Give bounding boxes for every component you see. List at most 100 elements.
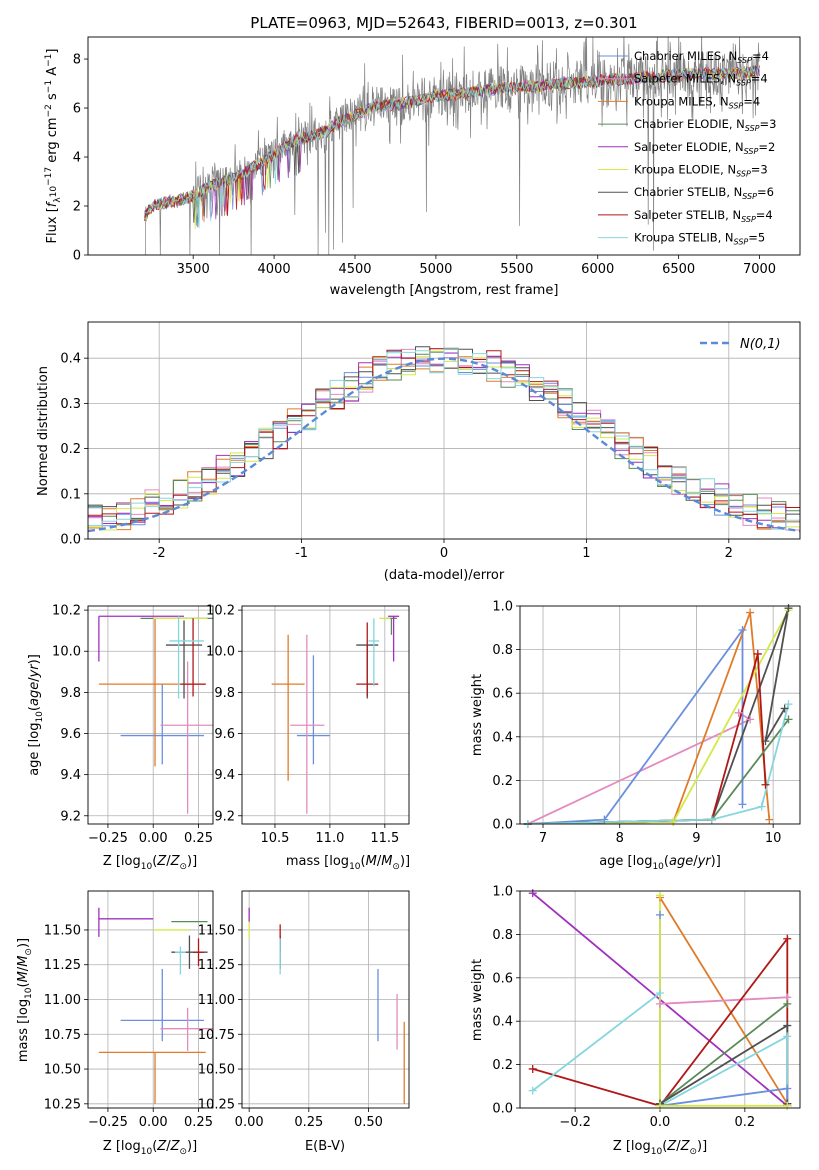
errorbar-salpeter_stelib	[356, 622, 379, 697]
ylabel-part: erg cm	[45, 117, 60, 166]
x-tick-label: 2	[725, 546, 733, 561]
y-tick-label: 0.1	[60, 487, 81, 502]
marker-salpeter_miles	[656, 999, 664, 1008]
ylabel-part: −17	[44, 167, 54, 186]
errorbar-chabrier_elodie	[385, 617, 397, 635]
x-tick-label: 4000	[258, 262, 291, 277]
marker-kroupa_elodie	[783, 1101, 792, 1110]
x-tick-label: −0.25	[88, 831, 128, 846]
x-tick-label: -2	[153, 546, 166, 561]
y-tick-label: 10.75	[198, 1028, 235, 1043]
panel-mass_weight_vs_Z: −0.2 0.0 0.2 0.0 0.2 0.4 0.6 0.8 1.0	[492, 885, 801, 1130]
errorbar-chabrier_miles	[296, 655, 330, 765]
y-tick-label: 9.4	[60, 768, 81, 783]
y-tick-label: 0.8	[492, 928, 513, 943]
ylabel-part: λ	[53, 197, 63, 203]
plot-area	[520, 891, 800, 1108]
errorbar-chabrier_miles	[120, 684, 204, 765]
mass-vs-z-xlabel: Z [log10(Z/Z⊙)]	[103, 1139, 197, 1157]
y-tick-label: 10.0	[206, 645, 235, 660]
x-tick-label: 0.00	[139, 831, 168, 846]
y-tick-label: 0.0	[492, 1102, 513, 1117]
x-tick-label: 6500	[662, 262, 695, 277]
panel-residuals: -2 -1 0 1 2 0.0 0.1 0.2 0.3 0.4	[60, 321, 801, 561]
panel-mass_vs_Z: −0.25 0.00 0.25 10.25 10.50 10.75 11.00 11.25 11…	[44, 890, 214, 1130]
marker-chabrier_elodie	[784, 715, 793, 724]
plot-area	[242, 606, 409, 824]
errorbar-chabrier_miles	[120, 968, 204, 1042]
series-line-salpeter_stelib	[527, 653, 767, 824]
plot-area	[88, 322, 800, 539]
y-tick-label: 0.6	[492, 971, 513, 986]
y-tick-label: 1.0	[492, 600, 513, 615]
y-tick-label: 0.0	[60, 533, 81, 548]
ylabel-part: Flux [	[45, 207, 60, 243]
y-tick-label: 11.25	[198, 958, 235, 973]
series-line-salpeter_miles	[659, 996, 788, 1005]
residuals-ylabel: Normed distribution	[36, 366, 51, 496]
y-tick-label: 10.25	[44, 1097, 81, 1112]
marker-chabrier_miles	[656, 910, 664, 919]
y-tick-label: 10.2	[52, 604, 81, 619]
y-tick-label: 9.4	[214, 768, 235, 783]
y-tick-label: 10.75	[44, 1028, 81, 1043]
y-tick-label: 11.00	[44, 993, 81, 1008]
y-tick-label: 9.8	[214, 686, 235, 701]
x-tick-label: 9	[692, 831, 700, 846]
x-tick-label: 8	[616, 831, 624, 846]
y-tick-label: 4	[73, 151, 81, 166]
y-tick-label: 9.8	[60, 686, 81, 701]
errorbar-salpeter_elodie	[98, 615, 185, 662]
y-tick-label: 10.50	[198, 1063, 235, 1078]
errorbar-salpeter_elodie	[98, 907, 154, 937]
y-tick-label: 0.3	[60, 397, 81, 412]
x-tick-label: 11.0	[315, 831, 344, 846]
series-line-salpeter_stelib	[532, 936, 789, 1107]
marker-salpeter_stelib	[761, 780, 770, 789]
mw-z-ylabel: mass weight	[470, 959, 485, 1041]
marker-chabrier_miles	[738, 625, 747, 634]
plot-area	[520, 606, 800, 824]
y-tick-label: 1.0	[492, 885, 513, 900]
y-tick-label: 0	[73, 249, 81, 264]
panel-spectrum: 3500 4000 4500 5000 5500 6000 6500 7000 0 2 4 6 8	[73, 36, 801, 277]
ylabel-part: A	[45, 67, 60, 80]
series-line-chabrier_stelib	[527, 607, 790, 824]
x-tick-label: −0.2	[559, 1115, 591, 1130]
marker-kroupa_stelib	[757, 802, 766, 811]
marker-chabrier_miles	[783, 1084, 792, 1093]
age-ylabel: age [log10(age/yr)]	[27, 654, 45, 776]
marker-kroupa_stelib	[784, 700, 793, 709]
x-tick-label: 5000	[419, 262, 452, 277]
model-line-kroupa_stelib	[144, 65, 760, 229]
legend-label-normal: N(0,1)	[740, 337, 781, 352]
y-tick-label: 9.2	[214, 809, 235, 824]
y-tick-label: 6	[73, 102, 81, 117]
axes-frame	[519, 890, 801, 1109]
y-tick-label: 8	[73, 53, 81, 68]
marker-kroupa_stelib	[783, 1032, 792, 1041]
ylabel-part: f	[45, 200, 60, 207]
x-tick-label: 0.25	[184, 1115, 213, 1130]
x-tick-label: 4500	[338, 262, 371, 277]
marker-salpeter_elodie	[528, 889, 537, 898]
y-tick-label: 0.4	[60, 352, 81, 367]
legend-label-kroupa_elodie: Kroupa ELODIE, NSSP=3	[634, 163, 768, 179]
x-tick-label: -1	[295, 546, 308, 561]
y-tick-label: 2	[73, 200, 81, 215]
marker-kroupa_elodie	[656, 891, 664, 900]
mass-ylabel: mass [log10(M/M⊙)]	[16, 938, 34, 1062]
panel-age_vs_Z: −0.25 0.00 0.25 9.2 9.4 9.6 9.8 10.0 10.2	[52, 604, 214, 846]
residuals-xlabel: (data-model)/error	[384, 568, 505, 583]
axes-frame	[87, 36, 801, 256]
x-tick-label: 7000	[743, 262, 776, 277]
ylabel-part: −1	[44, 54, 54, 67]
x-tick-label: 11.5	[370, 831, 399, 846]
errorbar-salpeter_stelib	[180, 618, 206, 697]
marker-salpeter_miles	[734, 708, 743, 717]
marker-kroupa_stelib	[707, 815, 716, 824]
errorbar-kroupa_stelib	[174, 946, 186, 975]
marker-kroupa_elodie	[669, 817, 678, 826]
x-tick-label: 10	[765, 831, 782, 846]
spectrum-title: PLATE=0963, MJD=52643, FIBERID=0013, z=0…	[250, 14, 637, 32]
